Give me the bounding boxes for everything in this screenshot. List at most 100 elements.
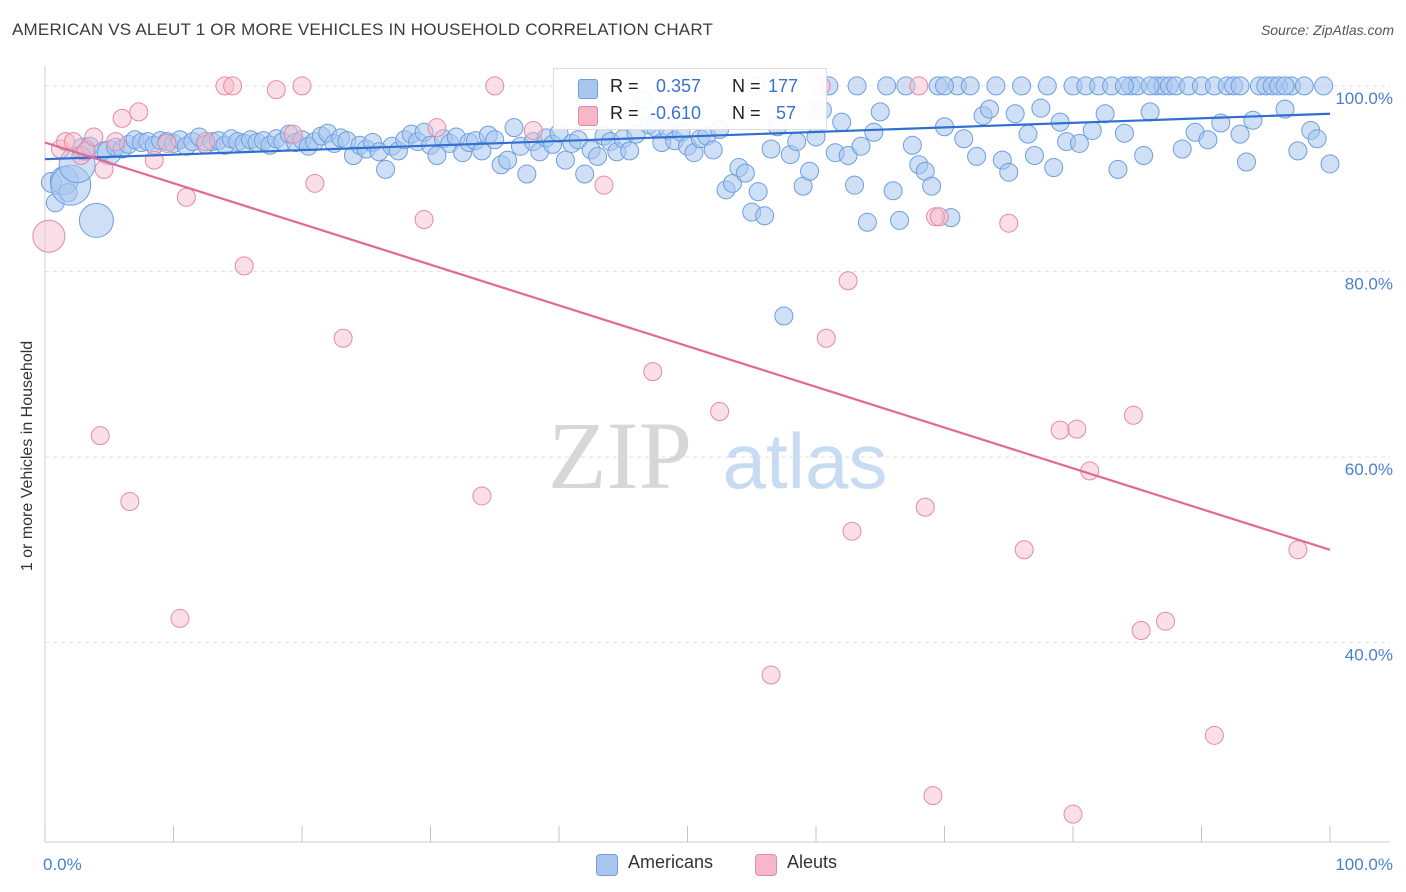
americans-trend-line — [44, 112, 1331, 161]
aleut-point — [32, 219, 66, 253]
tick-labels: 40.0% 60.0% 80.0% 100.0% 0.0% 100.0% — [43, 89, 1393, 874]
american-point — [902, 135, 922, 155]
aleut-point — [915, 497, 935, 517]
american-point — [954, 129, 974, 149]
aleuts-swatch — [578, 106, 598, 126]
american-point — [1288, 141, 1308, 161]
watermark-atlas: atlas — [723, 417, 888, 505]
american-point — [376, 159, 396, 179]
aleut-point — [485, 76, 505, 96]
american-point — [588, 146, 608, 166]
american-point — [960, 76, 980, 96]
americans-swatch — [578, 79, 598, 99]
y-tick-label: 40.0% — [1345, 646, 1393, 665]
stats-legend: R = 0.357 N = 177 R = -0.610 N = 57 — [553, 68, 827, 130]
american-point — [870, 102, 890, 122]
aleut-point — [838, 271, 858, 291]
aleut-point — [929, 207, 949, 227]
aleut-point — [816, 328, 836, 348]
y-tick-label: 60.0% — [1345, 460, 1393, 479]
american-point — [967, 146, 987, 166]
aleut-point — [292, 76, 312, 96]
aleut-point — [283, 124, 303, 144]
american-point — [575, 164, 595, 184]
american-point — [1230, 76, 1250, 96]
american-point — [1012, 76, 1032, 96]
chart-title: AMERICAN VS ALEUT 1 OR MORE VEHICLES IN … — [12, 20, 714, 39]
american-point — [517, 164, 537, 184]
aleut-point — [1063, 804, 1083, 824]
american-point — [1320, 154, 1340, 174]
aleut-point — [909, 76, 929, 96]
american-point — [703, 140, 723, 160]
american-point — [555, 150, 575, 170]
watermark-zip: ZIP — [548, 402, 692, 509]
american-point — [78, 202, 114, 238]
american-point — [890, 210, 910, 230]
americans-legend-swatch — [596, 854, 618, 876]
aleut-point — [1156, 611, 1176, 631]
american-point — [800, 161, 820, 181]
aleut-point — [710, 402, 730, 422]
n-label: N = — [732, 103, 761, 123]
american-point — [922, 176, 942, 196]
american-point — [1140, 102, 1160, 122]
american-point — [883, 181, 903, 201]
aleut-point — [196, 132, 216, 152]
american-point — [847, 76, 867, 96]
aleut-point — [157, 133, 177, 153]
series-legend: Americans Aleuts — [0, 852, 1406, 878]
x-tick-label: 0.0% — [43, 855, 82, 874]
american-point — [999, 162, 1019, 182]
aleut-point — [761, 665, 781, 685]
aleut-point — [842, 521, 862, 541]
aleut-point — [84, 127, 104, 147]
american-point — [498, 150, 518, 170]
grid-lines — [45, 85, 1390, 644]
aleuts-points — [32, 76, 1308, 824]
source-label: Source: ZipAtlas.com — [1260, 22, 1394, 38]
aleuts-trend-line — [44, 141, 1331, 551]
axes — [44, 66, 1390, 843]
aleut-point — [120, 492, 140, 512]
american-point — [1095, 104, 1115, 124]
n-label: N = — [732, 76, 761, 96]
r-label: R = — [610, 103, 639, 123]
american-point — [774, 306, 794, 326]
american-point — [986, 76, 1006, 96]
aleut-point — [56, 132, 76, 152]
r-value: 0.357 — [656, 76, 702, 96]
american-point — [1172, 139, 1192, 159]
aleut-point — [1123, 405, 1143, 425]
aleut-point — [144, 150, 164, 170]
american-point — [1044, 158, 1064, 178]
american-point — [979, 99, 999, 119]
aleuts-legend-label: Aleuts — [787, 852, 838, 872]
american-point — [1198, 130, 1218, 150]
aleut-point — [1050, 420, 1070, 440]
stats-row-americans: R = 0.357 N = 177 — [554, 73, 826, 101]
american-point — [845, 175, 865, 195]
american-point — [485, 130, 505, 150]
aleut-point — [106, 132, 126, 152]
american-point — [1243, 110, 1263, 130]
aleut-point — [594, 175, 614, 195]
american-point — [1314, 76, 1334, 96]
aleut-point — [129, 102, 149, 122]
american-point — [864, 122, 884, 142]
x-tick-label: 100.0% — [1335, 855, 1393, 874]
american-point — [1134, 145, 1154, 165]
american-point — [1114, 123, 1134, 143]
n-value: 177 — [768, 76, 799, 96]
y-tick-label: 100.0% — [1335, 89, 1393, 108]
american-point — [1082, 120, 1102, 140]
american-point — [1031, 98, 1051, 118]
aleut-point — [234, 256, 254, 276]
r-value: -0.610 — [650, 103, 702, 123]
american-point — [787, 132, 807, 152]
americans-points — [40, 76, 1340, 326]
american-point — [620, 141, 640, 161]
american-point — [1108, 159, 1128, 179]
american-point — [1005, 104, 1025, 124]
